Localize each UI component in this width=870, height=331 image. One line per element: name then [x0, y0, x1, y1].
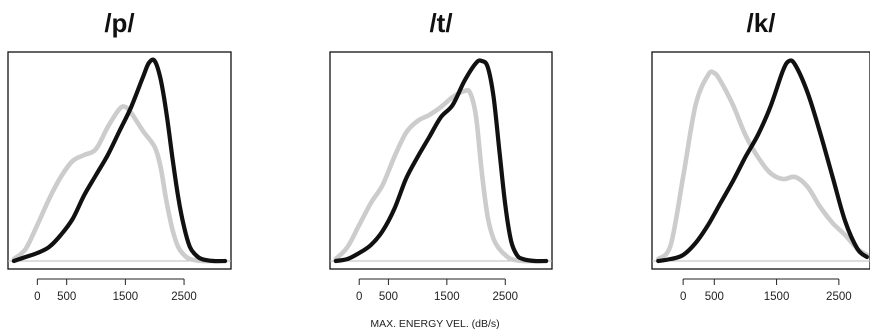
x-tick-label: 2500 — [492, 291, 518, 303]
x-tick-label: 500 — [379, 291, 398, 303]
plot-frame — [651, 51, 870, 270]
x-tick-label: 1500 — [434, 291, 460, 303]
density-curve-dark — [656, 58, 869, 264]
panel-title: /p/ — [104, 8, 134, 38]
plot-frame — [7, 51, 232, 270]
panel-title: /k/ — [747, 8, 776, 38]
panel-title: /t/ — [429, 8, 452, 38]
x-axis-label: MAX. ENERGY VEL. (dB/s) — [370, 318, 499, 330]
panel-1: /p/0 500 1500 2500 — [7, 8, 232, 303]
density-curve-light — [655, 69, 870, 262]
panels: /p/0 500 1500 2500/t/0 500 1500 2500/k/0 500 150… — [7, 8, 870, 303]
x-tick-label: 500 — [705, 291, 724, 303]
panel-3: /k/0 500 1500 2500 — [651, 8, 870, 303]
density-curve-light — [11, 104, 216, 264]
panel-2: /t/0 500 1500 2500 — [329, 8, 553, 303]
x-tick-label: 0 — [34, 291, 40, 303]
plot-frame — [329, 51, 553, 270]
density-curve-dark — [11, 57, 228, 264]
x-tick-label: 2500 — [826, 291, 852, 303]
density-curve-light — [333, 87, 537, 264]
density-curve-dark — [333, 58, 549, 264]
x-tick-label: 0 — [680, 291, 686, 303]
x-tick-label: 0 — [356, 291, 362, 303]
x-tick-label: 500 — [57, 291, 76, 303]
x-tick-label: 1500 — [764, 291, 790, 303]
x-tick-label: 1500 — [113, 291, 139, 303]
x-tick-label: 2500 — [171, 291, 197, 303]
